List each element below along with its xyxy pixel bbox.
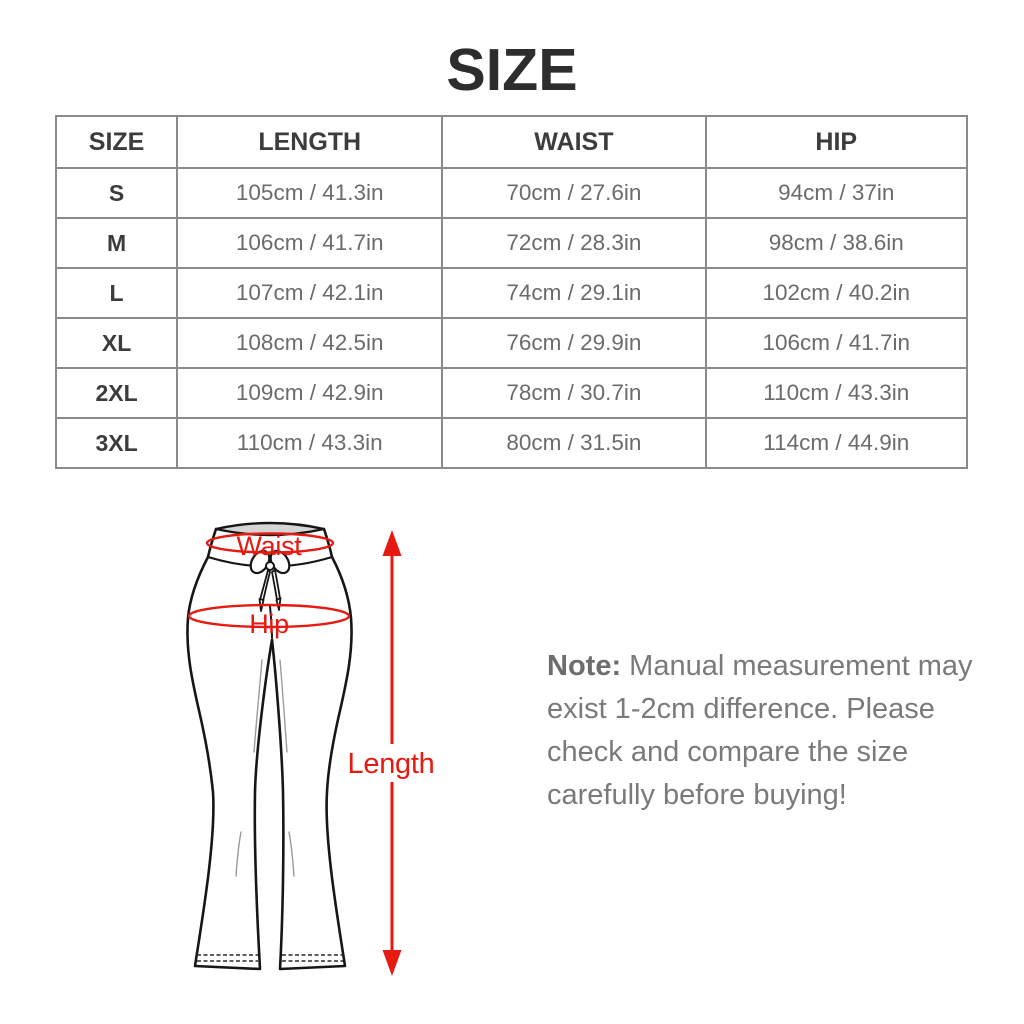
length-arrow-head-top xyxy=(382,530,402,556)
waist-label: Waist xyxy=(237,531,303,561)
note-text: Manual measurement may xyxy=(629,650,973,682)
waist-cell: 70cm / 27.6in xyxy=(441,167,707,219)
length-arrow xyxy=(382,530,402,976)
waistband-right-side xyxy=(322,527,334,559)
drawstring-left-string xyxy=(259,569,271,602)
knee-crease-left xyxy=(235,831,242,877)
thigh-crease-left xyxy=(253,659,263,753)
hip-cell: 106cm / 41.7in xyxy=(704,317,969,369)
waist-measure-ellipse xyxy=(205,532,335,554)
table-header-row: SIZE LENGTH WAIST HIP xyxy=(54,115,969,169)
hem-stitching xyxy=(197,954,343,962)
size-cell: 3XL xyxy=(54,417,179,469)
length-cell: 107cm / 42.1in xyxy=(176,267,444,319)
pants-left-leg-outline xyxy=(186,555,274,971)
pants-diagram-svg: Waist Hip Length xyxy=(186,521,435,976)
length-label: Length xyxy=(348,748,435,780)
hip-label: Hip xyxy=(249,609,289,639)
pants-measurement-diagram: Waist Hip Length xyxy=(150,500,520,1000)
length-cell: 110cm / 43.3in xyxy=(176,417,444,469)
table-row: L 107cm / 42.1in 74cm / 29.1in 102cm / 4… xyxy=(54,267,969,319)
waist-cell: 78cm / 30.7in xyxy=(441,367,707,419)
waist-cell: 76cm / 29.9in xyxy=(441,317,707,369)
hip-cell: 110cm / 43.3in xyxy=(704,367,969,419)
waist-cell: 80cm / 31.5in xyxy=(441,417,707,469)
header-hip: HIP xyxy=(704,115,969,169)
length-arrow-head-bottom xyxy=(382,950,402,976)
page-title: SIZE xyxy=(446,37,578,103)
size-cell: L xyxy=(54,267,179,319)
center-front-seam xyxy=(269,605,273,639)
hip-cell: 98cm / 38.6in xyxy=(704,217,969,269)
length-cell: 105cm / 41.3in xyxy=(176,167,444,219)
size-cell: 2XL xyxy=(54,367,179,419)
table-row: S 105cm / 41.3in 70cm / 27.6in 94cm / 37… xyxy=(54,167,969,219)
thigh-crease-right xyxy=(279,659,288,753)
pants-right-leg-outline xyxy=(270,555,353,971)
size-cell: M xyxy=(54,217,179,269)
length-cell: 106cm / 41.7in xyxy=(176,217,444,269)
note-line: Note: Manual measurement may xyxy=(547,645,977,688)
table-row: M 106cm / 41.7in 72cm / 28.3in 98cm / 38… xyxy=(54,217,969,269)
drawstring-knot xyxy=(265,561,275,571)
waist-cell: 74cm / 29.1in xyxy=(441,267,707,319)
length-cell: 109cm / 42.9in xyxy=(176,367,444,419)
note-line: carefully before buying! xyxy=(547,779,847,811)
table-row: 2XL 109cm / 42.9in 78cm / 30.7in 110cm /… xyxy=(54,367,969,419)
size-table: SIZE LENGTH WAIST HIP S 105cm / 41.3in 7… xyxy=(54,115,969,469)
note-line: check and compare the size xyxy=(547,736,909,768)
knee-crease-right xyxy=(288,831,295,877)
note-label: Note: xyxy=(547,650,622,682)
drawstring-right-string xyxy=(271,569,281,601)
size-cell: S xyxy=(54,167,179,219)
note-block: Note: Manual measurement may exist 1-2cm… xyxy=(547,645,977,817)
hip-cell: 94cm / 37in xyxy=(704,167,969,219)
note-line: exist 1-2cm difference. Please xyxy=(547,693,935,725)
hip-cell: 114cm / 44.9in xyxy=(704,417,969,469)
header-size: SIZE xyxy=(54,115,179,169)
length-cell: 108cm / 42.5in xyxy=(176,317,444,369)
hip-cell: 102cm / 40.2in xyxy=(704,267,969,319)
waistband-left-side xyxy=(206,527,218,559)
waist-cell: 72cm / 28.3in xyxy=(441,217,707,269)
hip-measure-ellipse xyxy=(187,603,351,629)
table-row: XL 108cm / 42.5in 76cm / 29.9in 106cm / … xyxy=(54,317,969,369)
table-row: 3XL 110cm / 43.3in 80cm / 31.5in 114cm /… xyxy=(54,417,969,469)
header-waist: WAIST xyxy=(441,115,707,169)
header-length: LENGTH xyxy=(176,115,444,169)
size-cell: XL xyxy=(54,317,179,369)
